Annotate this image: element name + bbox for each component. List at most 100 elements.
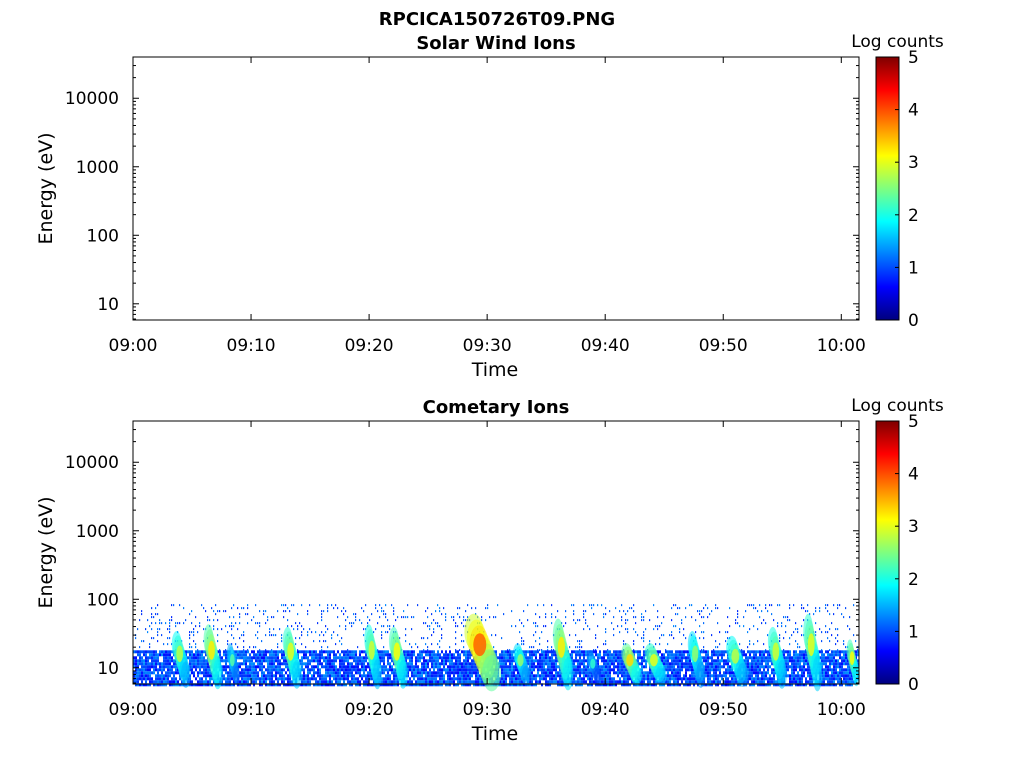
panel1-background-cell: [613, 653, 615, 657]
panel1-noise-cell: [641, 616, 643, 619]
panel1-noise-cell: [583, 610, 585, 613]
panel1-noise-cell: [257, 637, 259, 640]
panel1-background-cell: [547, 683, 549, 687]
panel1-background-cell: [619, 671, 621, 675]
panel1-background-cell: [385, 668, 387, 672]
panel1-background-cell: [541, 650, 543, 654]
panel1-background-cell: [707, 671, 709, 675]
panel1-background-cell: [641, 677, 643, 681]
panel1-noise-cell: [715, 604, 717, 607]
panel1-background-cell: [745, 662, 747, 666]
panel1-background-cell: [541, 674, 543, 678]
panel1-background-cell: [389, 656, 391, 660]
panel1-background-cell: [393, 668, 395, 672]
panel1-noise-cell: [231, 643, 233, 646]
panel1-noise-cell: [287, 607, 289, 610]
panel1-noise-cell: [463, 640, 465, 643]
panel1-background-cell: [309, 653, 311, 657]
panel1-background-cell: [169, 683, 171, 687]
panel1-background-cell: [343, 668, 345, 672]
panel1-background-cell: [319, 653, 321, 657]
panel1-background-cell: [707, 662, 709, 666]
panel1-background-cell: [325, 680, 327, 684]
panel1-background-cell: [223, 683, 225, 687]
panel1-noise-cell: [259, 622, 261, 625]
panel1-background-cell: [841, 680, 843, 684]
panel1-background-cell: [251, 671, 253, 675]
panel1-background-cell: [675, 674, 677, 678]
panel1-background-cell: [395, 680, 397, 684]
panel1-background-cell: [705, 662, 707, 666]
panel1-background-cell: [799, 677, 801, 681]
panel1-background-cell: [711, 662, 713, 666]
panel1-background-cell: [369, 677, 371, 681]
panel1-background-cell: [223, 674, 225, 678]
panel1-background-cell: [753, 659, 755, 663]
panel1-background-cell: [167, 662, 169, 666]
panel1-background-cell: [531, 653, 533, 657]
panel1-noise-cell: [557, 610, 559, 613]
panel1-background-cell: [143, 653, 145, 657]
panel1-background-cell: [841, 665, 843, 669]
panel1-background-cell: [787, 659, 789, 663]
panel1-noise-cell: [575, 634, 577, 637]
panel1-background-cell: [415, 671, 417, 675]
panel1-background-cell: [507, 656, 509, 660]
panel1-background-cell: [383, 677, 385, 681]
panel1-background-cell: [659, 656, 661, 660]
panel1-background-cell: [611, 683, 613, 687]
panel1-noise-cell: [703, 646, 705, 649]
panel1-background-cell: [733, 680, 735, 684]
panel1-background-cell: [275, 674, 277, 678]
panel1-noise-cell: [197, 631, 199, 634]
panel1-background-cell: [225, 656, 227, 660]
panel1-background-cell: [331, 674, 333, 678]
panel1-background-cell: [765, 659, 767, 663]
panel1-background-cell: [581, 653, 583, 657]
panel1-background-cell: [541, 662, 543, 666]
panel1-noise-cell: [157, 604, 159, 607]
panel1-background-cell: [275, 671, 277, 675]
panel1-background-cell: [453, 680, 455, 684]
panel1-background-cell: [157, 659, 159, 663]
panel1-background-cell: [847, 671, 849, 675]
panel1-background-cell: [219, 650, 221, 654]
panel1-noise-cell: [545, 613, 547, 616]
panel1-background-cell: [329, 665, 331, 669]
panel1-background-cell: [431, 677, 433, 681]
panel1-background-cell: [833, 665, 835, 669]
panel1-noise-cell: [771, 613, 773, 616]
panel1-background-cell: [283, 668, 285, 672]
panel1-noise-cell: [285, 604, 287, 607]
panel1-background-cell: [673, 656, 675, 660]
panel1-background-cell: [203, 674, 205, 678]
panel1-noise-cell: [151, 628, 153, 631]
panel1-noise-cell: [243, 634, 245, 637]
panel1-background-cell: [421, 665, 423, 669]
panel1-background-cell: [365, 683, 367, 687]
panel1-background-cell: [465, 677, 467, 681]
panel1-background-cell: [333, 668, 335, 672]
panel1-noise-cell: [461, 622, 463, 625]
panel1-background-cell: [329, 674, 331, 678]
panel1-background-cell: [793, 656, 795, 660]
panel1-background-cell: [425, 653, 427, 657]
panel1-background-cell: [579, 677, 581, 681]
panel1-background-cell: [169, 668, 171, 672]
panel1-noise-cell: [255, 604, 257, 607]
panel1-background-cell: [451, 680, 453, 684]
panel1-burst: [846, 639, 860, 687]
panel1-background-cell: [761, 683, 763, 687]
panel1-background-cell: [315, 665, 317, 669]
panel1-background-cell: [465, 680, 467, 684]
panel1-background-cell: [449, 671, 451, 675]
panel1-background-cell: [347, 677, 349, 681]
panel1-noise-cell: [403, 616, 405, 619]
panel1-background-cell: [347, 656, 349, 660]
panel1-background-cell: [279, 662, 281, 666]
panel1-noise-cell: [827, 610, 829, 613]
panel1-background-cell: [609, 671, 611, 675]
panel1-noise-cell: [237, 646, 239, 649]
panel1-background-cell: [195, 650, 197, 654]
panel1-background-cell: [225, 668, 227, 672]
